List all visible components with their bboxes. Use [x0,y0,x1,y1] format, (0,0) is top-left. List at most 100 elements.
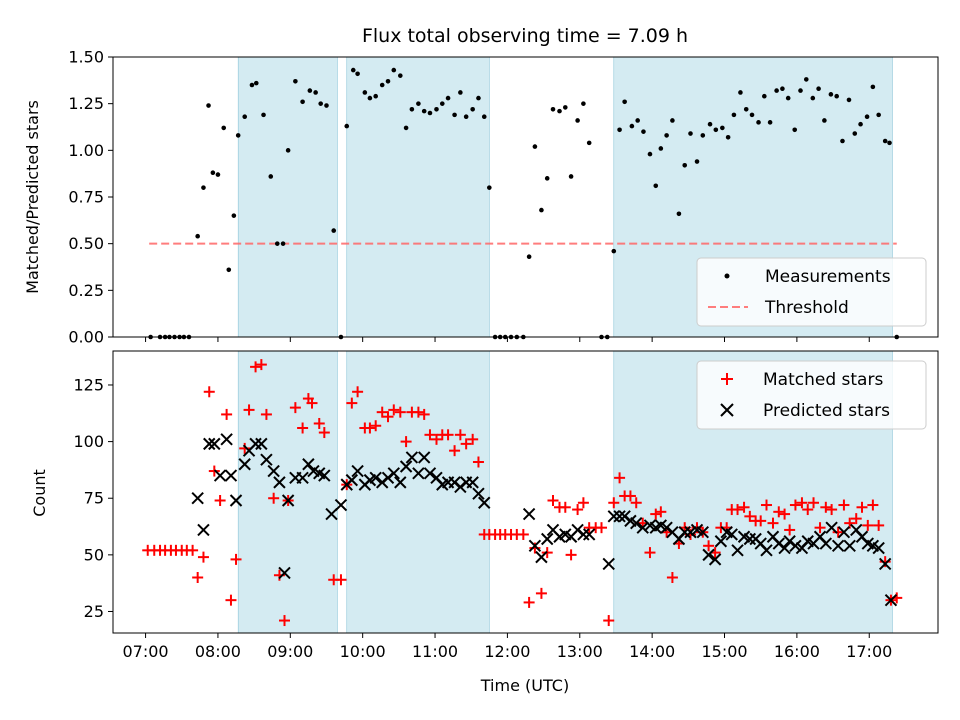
bottom-y-axis: 25 50 75 100 125 [73,375,113,621]
bottom-legend-box [696,360,927,430]
measurement-point [581,101,586,106]
matched-star-point [595,522,607,534]
matched-star-point [364,422,376,434]
predicted-star-point [778,541,791,555]
measurement-point [285,148,291,153]
predicted-star-point [819,537,833,550]
predicted-star-point [399,460,413,473]
x-tick-label: 09:00 [267,642,313,661]
measurement-point [664,133,669,138]
x-tick-label: 12:00 [484,642,530,661]
measurement-point [210,170,216,176]
predicted-star-point [318,469,331,482]
matched-star-point [239,442,251,454]
measurement-point [242,114,248,120]
measurement-point [803,77,809,82]
measurement-point [481,114,487,120]
predicted-star-point [577,528,590,541]
matched-star-point [547,494,559,506]
measurement-point [452,112,457,118]
predicted-star-point [535,550,548,564]
matched-star-point [820,501,832,513]
matched-star-point [197,551,209,563]
measurement-point [622,99,627,105]
measurement-point [858,121,863,127]
x-tick-label: 08:00 [195,642,241,661]
measurement-point [767,120,773,125]
matched-star-point [535,587,547,599]
measurement-point [470,106,475,112]
matched-star-point [230,553,242,565]
predicted-star-point [541,532,554,546]
matched-star-point [214,494,226,506]
measurement-point [221,125,227,131]
matched-star-point [703,540,715,552]
bottom-y-tick-label: 125 [73,375,104,394]
measurement-point [713,127,719,133]
measurement-point [206,103,211,108]
predicted-star-point [281,494,295,507]
matched-star-point [779,508,791,520]
measurement-point [403,125,409,131]
measurement-point [876,112,881,118]
measurement-point [707,121,713,127]
bottom-legend: Matched stars Predicted stars [696,360,927,430]
predicted-star-point [522,507,536,521]
measurement-point [280,241,286,246]
measurement-point [810,95,816,101]
predicted-star-point [405,451,419,464]
bottom-y-tick-label: 25 [84,602,104,621]
matched-star-point [744,510,756,522]
measurement-point [816,86,821,92]
predicted-star-point [843,539,856,553]
measurement-point [762,93,767,99]
measurement-point [798,88,803,93]
measurement-point [307,88,313,93]
measurement-point [653,183,659,189]
legend-matched-marker [721,373,733,385]
matched-star-point [430,433,442,445]
measurement-point [439,101,445,106]
matched-star-point [523,596,535,608]
matched-star-point [472,456,484,468]
matched-star-point [760,499,772,511]
measurement-point [617,127,622,133]
top-legend-box [696,257,927,327]
matched-star-point [335,574,347,586]
matched-star-point [862,519,874,531]
measurement-points [148,67,900,340]
measurement-point [355,71,360,77]
measurement-point [731,112,737,118]
measurement-point [201,185,206,190]
predicted-stars-points [191,433,898,607]
top-y-tick-label: 1.00 [68,141,104,160]
predicted-star-point [267,464,280,478]
x-tick-label: 15:00 [701,642,747,661]
matched-star-point [796,497,808,509]
bottom-plot-frame [112,350,939,634]
predicted-star-point [472,487,485,500]
matched-star-point [856,501,868,513]
predicted-star-point [203,437,216,451]
bottom-panel: Count Time (UTC) 25 50 75 100 125 07:00 08:00… [30,350,939,695]
predicted-star-point [702,548,715,562]
measurement-point [846,97,852,103]
bottom-y-tick-label: 100 [73,432,104,451]
top-plot-frame [112,56,939,338]
predicted-star-point [412,467,425,480]
predicted-star-point [229,494,243,507]
x-tick-label: 13:00 [557,642,603,661]
measurement-point [611,248,617,254]
matched-star-point [655,506,667,518]
predicted-star-point [278,566,291,580]
measurement-point [641,129,646,134]
matched-star-point [467,433,479,445]
measurement-point [350,67,356,73]
predicted-star-point [884,593,898,607]
top-y-tick-label: 0.25 [68,281,104,300]
measurement-point [563,105,568,110]
measurement-point [367,95,373,101]
matched-star-point [460,438,472,450]
predicted-star-point [714,535,728,548]
